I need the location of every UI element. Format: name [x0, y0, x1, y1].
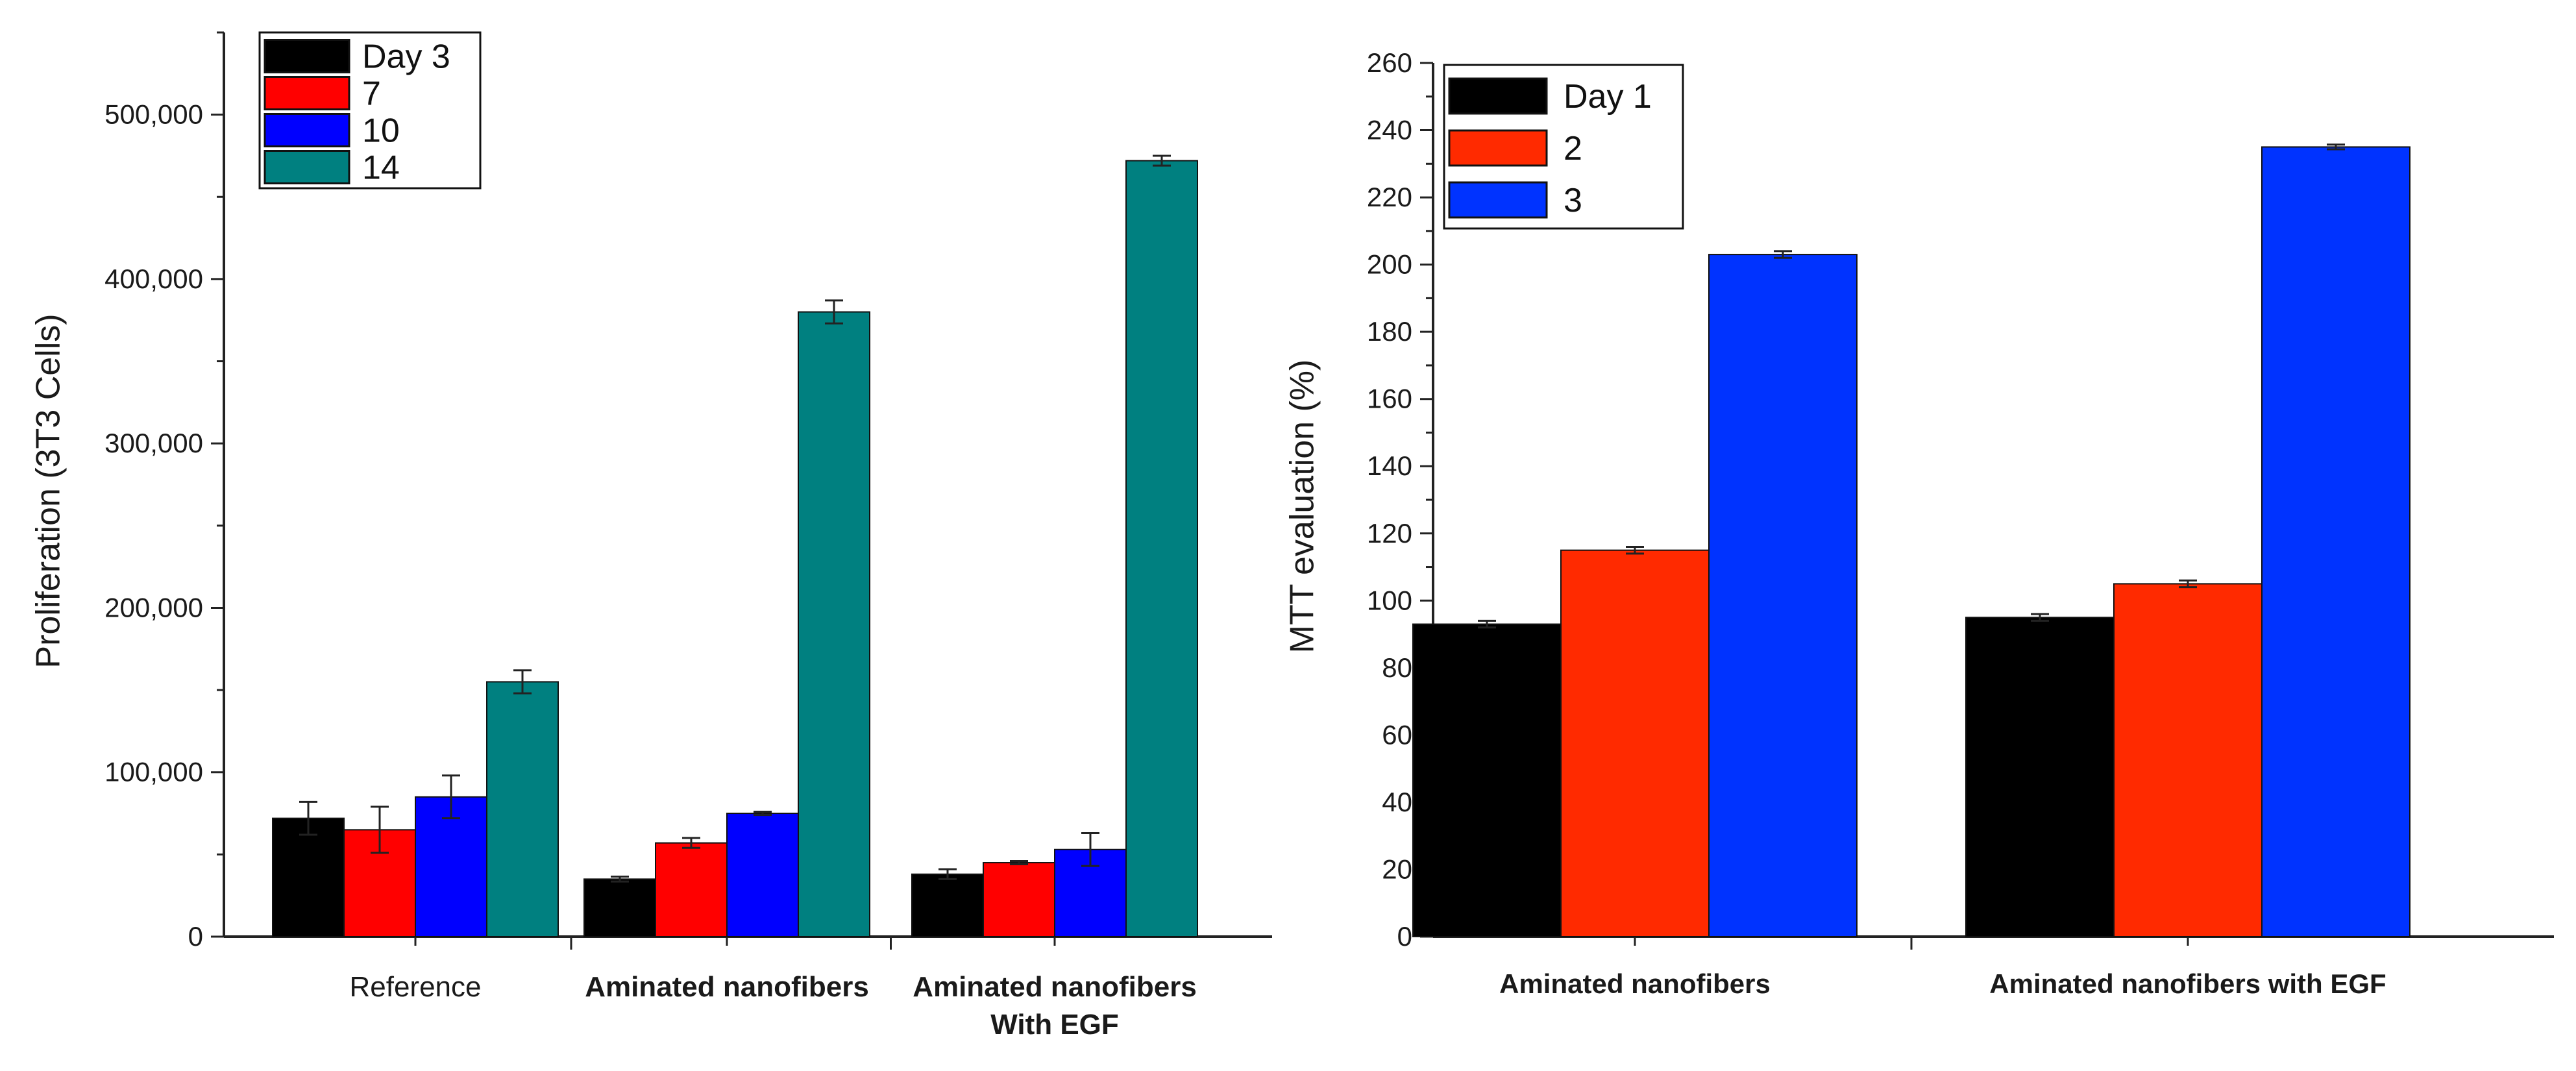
bar — [1708, 254, 1858, 938]
bar — [911, 873, 984, 937]
legend-label: Day 3 — [362, 38, 450, 76]
bar — [726, 813, 799, 937]
y-tick-label: 200,000 — [104, 592, 203, 622]
legend-swatch — [264, 150, 350, 184]
legend-label: Day 1 — [1564, 78, 1652, 116]
bar — [272, 817, 345, 938]
bar — [1965, 617, 2115, 937]
y-tick-label: 220 — [1367, 182, 1412, 212]
y-tick-label: 400,000 — [104, 264, 203, 294]
y-tick-label: 140 — [1367, 450, 1412, 481]
y-tick-label: 100,000 — [104, 757, 203, 787]
legend-swatch — [264, 76, 350, 110]
proliferation-chart: 0 100,000 200,000 300,000 400,000 500,000 Prol… — [30, 31, 1272, 1040]
bar — [1125, 160, 1198, 937]
category-label: With EGF — [990, 1009, 1119, 1040]
bar — [2261, 146, 2410, 937]
bar — [583, 878, 656, 937]
legend-label: 2 — [1564, 130, 1582, 167]
y-tick-label: 20 — [1382, 854, 1412, 884]
legend-label: 3 — [1564, 182, 1582, 219]
category-label: Aminated nanofibers — [1499, 968, 1771, 999]
legend-swatch — [1448, 77, 1548, 115]
y-tick-label: 100 — [1367, 585, 1412, 615]
bar — [655, 842, 728, 937]
y-tick-label: 300,000 — [104, 428, 203, 458]
y-axis-title: Proliferation (3T3 Cells) — [30, 314, 67, 668]
y-tick-label: 160 — [1367, 384, 1412, 414]
mtt-chart: 0 20 40 60 80 100 120 140 160 180 200 220 240 260 MTT … — [1284, 47, 2554, 999]
category-label: Reference — [349, 971, 481, 1003]
y-tick-label: 60 — [1382, 719, 1412, 750]
y-tick-label: 0 — [1397, 921, 1412, 952]
legend-swatch — [264, 39, 350, 73]
y-tick-label: 260 — [1367, 47, 1412, 78]
category-label: Aminated nanofibers — [913, 971, 1197, 1003]
bar — [486, 681, 559, 937]
y-tick-label: 40 — [1382, 787, 1412, 817]
y-tick-label: 240 — [1367, 115, 1412, 145]
bar — [798, 311, 870, 937]
legend: Day 1 2 3 — [1443, 64, 1684, 230]
category-label: Aminated nanofibers — [585, 971, 869, 1003]
legend-swatch — [1448, 181, 1548, 219]
y-tick-label: 0 — [188, 921, 203, 952]
y-tick-label: 500,000 — [104, 99, 203, 130]
bar — [1412, 623, 1562, 937]
legend-label: 7 — [362, 75, 381, 113]
bar — [2113, 583, 2263, 937]
y-tick-label: 200 — [1367, 249, 1412, 280]
y-axis-title: MTT evaluation (%) — [1284, 360, 1321, 654]
y-tick-label: 80 — [1382, 652, 1412, 683]
category-label: Aminated nanofibers with EGF — [1989, 968, 2386, 999]
y-tick-label: 120 — [1367, 518, 1412, 548]
bar — [983, 862, 1055, 937]
y-tick-label: 180 — [1367, 316, 1412, 347]
legend-label: 10 — [362, 112, 400, 150]
legend-label: 14 — [362, 149, 400, 187]
bar — [1560, 549, 1710, 937]
legend-swatch — [264, 113, 350, 147]
legend-swatch — [1448, 129, 1548, 167]
